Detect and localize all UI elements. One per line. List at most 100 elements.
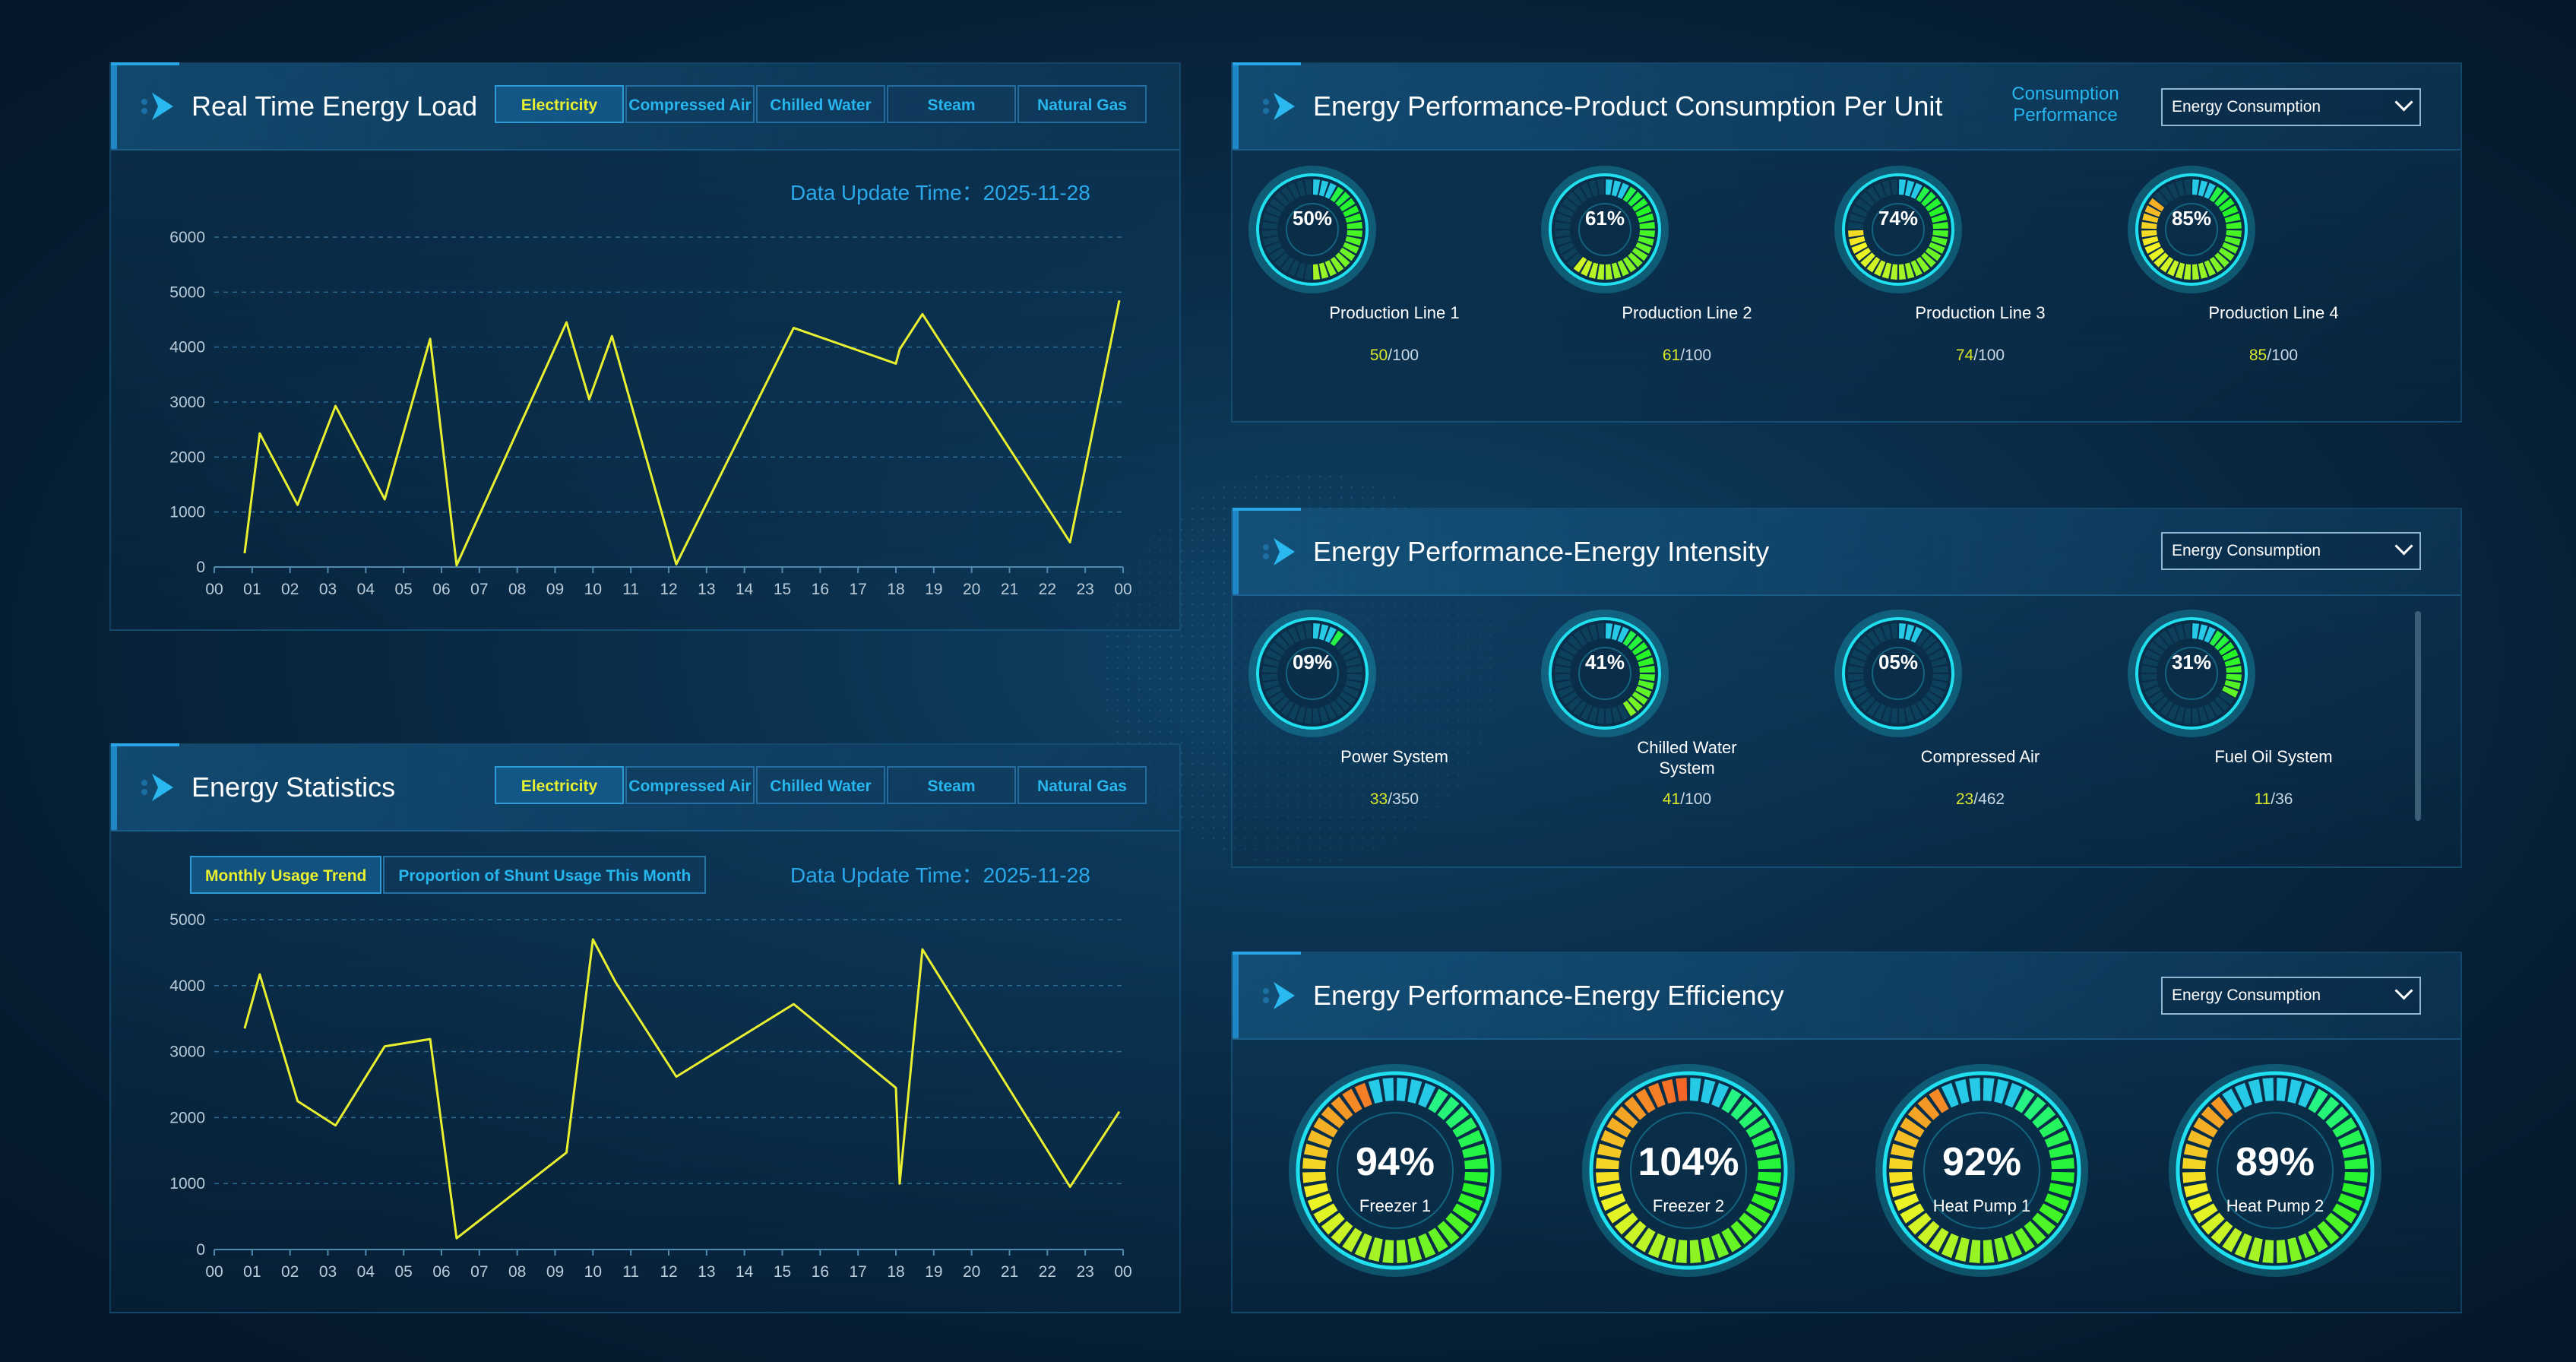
gauge-glow	[1541, 610, 1669, 737]
gauge-icon: 104% Freezer 2	[1582, 1064, 1795, 1277]
gauge-segment	[2144, 649, 2161, 661]
gauge-segment	[1581, 704, 1593, 721]
gauge-segment	[2222, 1088, 2242, 1113]
gauge-segment	[1881, 180, 1892, 197]
gauge-label: Production Line 4	[2208, 303, 2339, 322]
gauge-segment	[1881, 262, 1892, 279]
gauge-segment	[1597, 1183, 1622, 1198]
gauge-segment	[1628, 635, 1643, 651]
series-line	[243, 299, 1121, 567]
gauge-segment	[1321, 1212, 1345, 1235]
gauge-glow	[1834, 166, 1962, 293]
gauge-segment	[1445, 1212, 1470, 1235]
gauge-segment	[2160, 186, 2174, 203]
tab-electricity[interactable]: Electricity	[495, 766, 624, 804]
gauge-segment	[1307, 1193, 1333, 1212]
tab-electricity[interactable]: Electricity	[495, 85, 624, 123]
gauge-segment	[1921, 252, 1936, 268]
panel-title: Energy Performance-Energy Efficiency	[1313, 980, 1784, 1011]
tab-chilled-water[interactable]: Chilled Water	[756, 766, 885, 804]
gauge-segment	[1462, 1183, 1487, 1198]
energy-consumption-select[interactable]: Energy Consumption	[2161, 977, 2421, 1015]
x-tick-label: 23	[1076, 581, 1093, 598]
panel-title: Energy Statistics	[191, 771, 396, 803]
gauge-segment	[1758, 1158, 1781, 1170]
gauge-segment	[1573, 256, 1587, 273]
gauge-segment	[1925, 641, 1941, 656]
gauge-segment	[2209, 700, 2223, 717]
gauge-segment	[1758, 1171, 1781, 1183]
subtab-shunt-usage-proportion[interactable]: Proportion of Shunt Usage This Month	[383, 856, 707, 894]
gauge-icon: 94% Freezer 1	[1289, 1064, 1502, 1277]
gauge-segment	[2234, 1233, 2252, 1259]
gauge-segment	[1866, 256, 1881, 273]
panel-title: Energy Performance-Product Consumption P…	[1313, 90, 1943, 122]
gauge-inner-ring	[2165, 647, 2218, 700]
gauge-segment	[1635, 1088, 1656, 1113]
gauge-segment	[1904, 624, 1915, 641]
gauge-segment	[1921, 192, 1936, 207]
x-tick-label: 19	[925, 1263, 942, 1281]
gauge-segment	[1676, 1078, 1688, 1101]
subtab-monthly-usage-trend[interactable]: Monthly Usage Trend	[190, 856, 382, 894]
panel-header: Real Time Energy Load Electricity Compre…	[111, 62, 1179, 150]
gauge-segment	[1262, 665, 1278, 673]
gauge-percent: 09%	[1293, 651, 1332, 673]
gauge-segment	[1751, 1129, 1777, 1148]
gauge-segment	[2160, 700, 2174, 717]
gauge-segment	[2204, 626, 2216, 643]
gauge-segment	[1555, 679, 1572, 690]
tab-compressed-air[interactable]: Compressed Air	[625, 766, 755, 804]
tab-steam[interactable]: Steam	[887, 766, 1016, 804]
energy-consumption-select[interactable]: Energy Consumption	[2161, 532, 2421, 570]
tab-natural-gas[interactable]: Natural Gas	[1017, 766, 1147, 804]
x-tick-label: 02	[281, 1263, 299, 1281]
gauge-segment	[1622, 700, 1637, 717]
gauge-segment	[1855, 198, 1872, 212]
gauge-segment	[1567, 635, 1582, 651]
tab-natural-gas[interactable]: Natural Gas	[1017, 85, 1147, 123]
gauge-label: Fuel Oil System	[2214, 747, 2333, 766]
tab-compressed-air[interactable]: Compressed Air	[625, 85, 755, 123]
gauge-segment	[2332, 1203, 2357, 1224]
ratio-total: /100	[1388, 347, 1419, 364]
gauge-segment	[2032, 1106, 2056, 1129]
gauge-percent: 61%	[1585, 207, 1625, 230]
gauge-segment	[1628, 192, 1643, 207]
gauge-segment	[1339, 198, 1356, 212]
scrollbar[interactable]	[2415, 611, 2421, 821]
gauge-segment	[1848, 221, 1864, 230]
gauge-segment	[1907, 1106, 1932, 1129]
gauge-segment	[2154, 252, 2169, 268]
gauge-segment	[1849, 657, 1866, 667]
consumption-performance-link[interactable]: Consumption Performance	[2011, 84, 2119, 125]
tab-chilled-water[interactable]: Chilled Water	[756, 85, 885, 123]
gauge-segment	[2209, 186, 2223, 203]
gauge-ring	[2135, 617, 2248, 730]
x-tick-label: 08	[508, 1263, 526, 1281]
gauge-segment	[1617, 260, 1629, 277]
ratio-value: 33	[1369, 790, 1388, 808]
gauge-segment	[1661, 1237, 1676, 1262]
gauge-segment	[1624, 1096, 1647, 1120]
gauge-segment	[2248, 1237, 2263, 1262]
data-update-time: Data Update Time：2025-11-28	[790, 181, 1090, 204]
gauge-ring	[1256, 617, 1369, 730]
gauge-segment	[1304, 623, 1312, 639]
gauge-ring	[1842, 173, 1954, 286]
gauge-segment	[1631, 247, 1648, 261]
gauge-segment	[1339, 691, 1356, 705]
gauge-segment	[1567, 696, 1582, 711]
gauge-segment	[1437, 1096, 1460, 1120]
select-value: Energy Consumption	[2172, 98, 2321, 116]
gauge-segment	[1890, 708, 1898, 724]
energy-consumption-select[interactable]: Energy Consumption	[2161, 88, 2421, 126]
gauge-segment	[2051, 1158, 2074, 1170]
gauge-segment	[1312, 264, 1321, 280]
ratio-value: 41	[1662, 790, 1681, 808]
gauge-segment	[1452, 1203, 1477, 1224]
tab-steam[interactable]: Steam	[887, 85, 1016, 123]
gauge-segment	[1347, 673, 1362, 682]
x-tick-label: 17	[849, 581, 866, 598]
x-tick-label: 15	[774, 1263, 791, 1281]
